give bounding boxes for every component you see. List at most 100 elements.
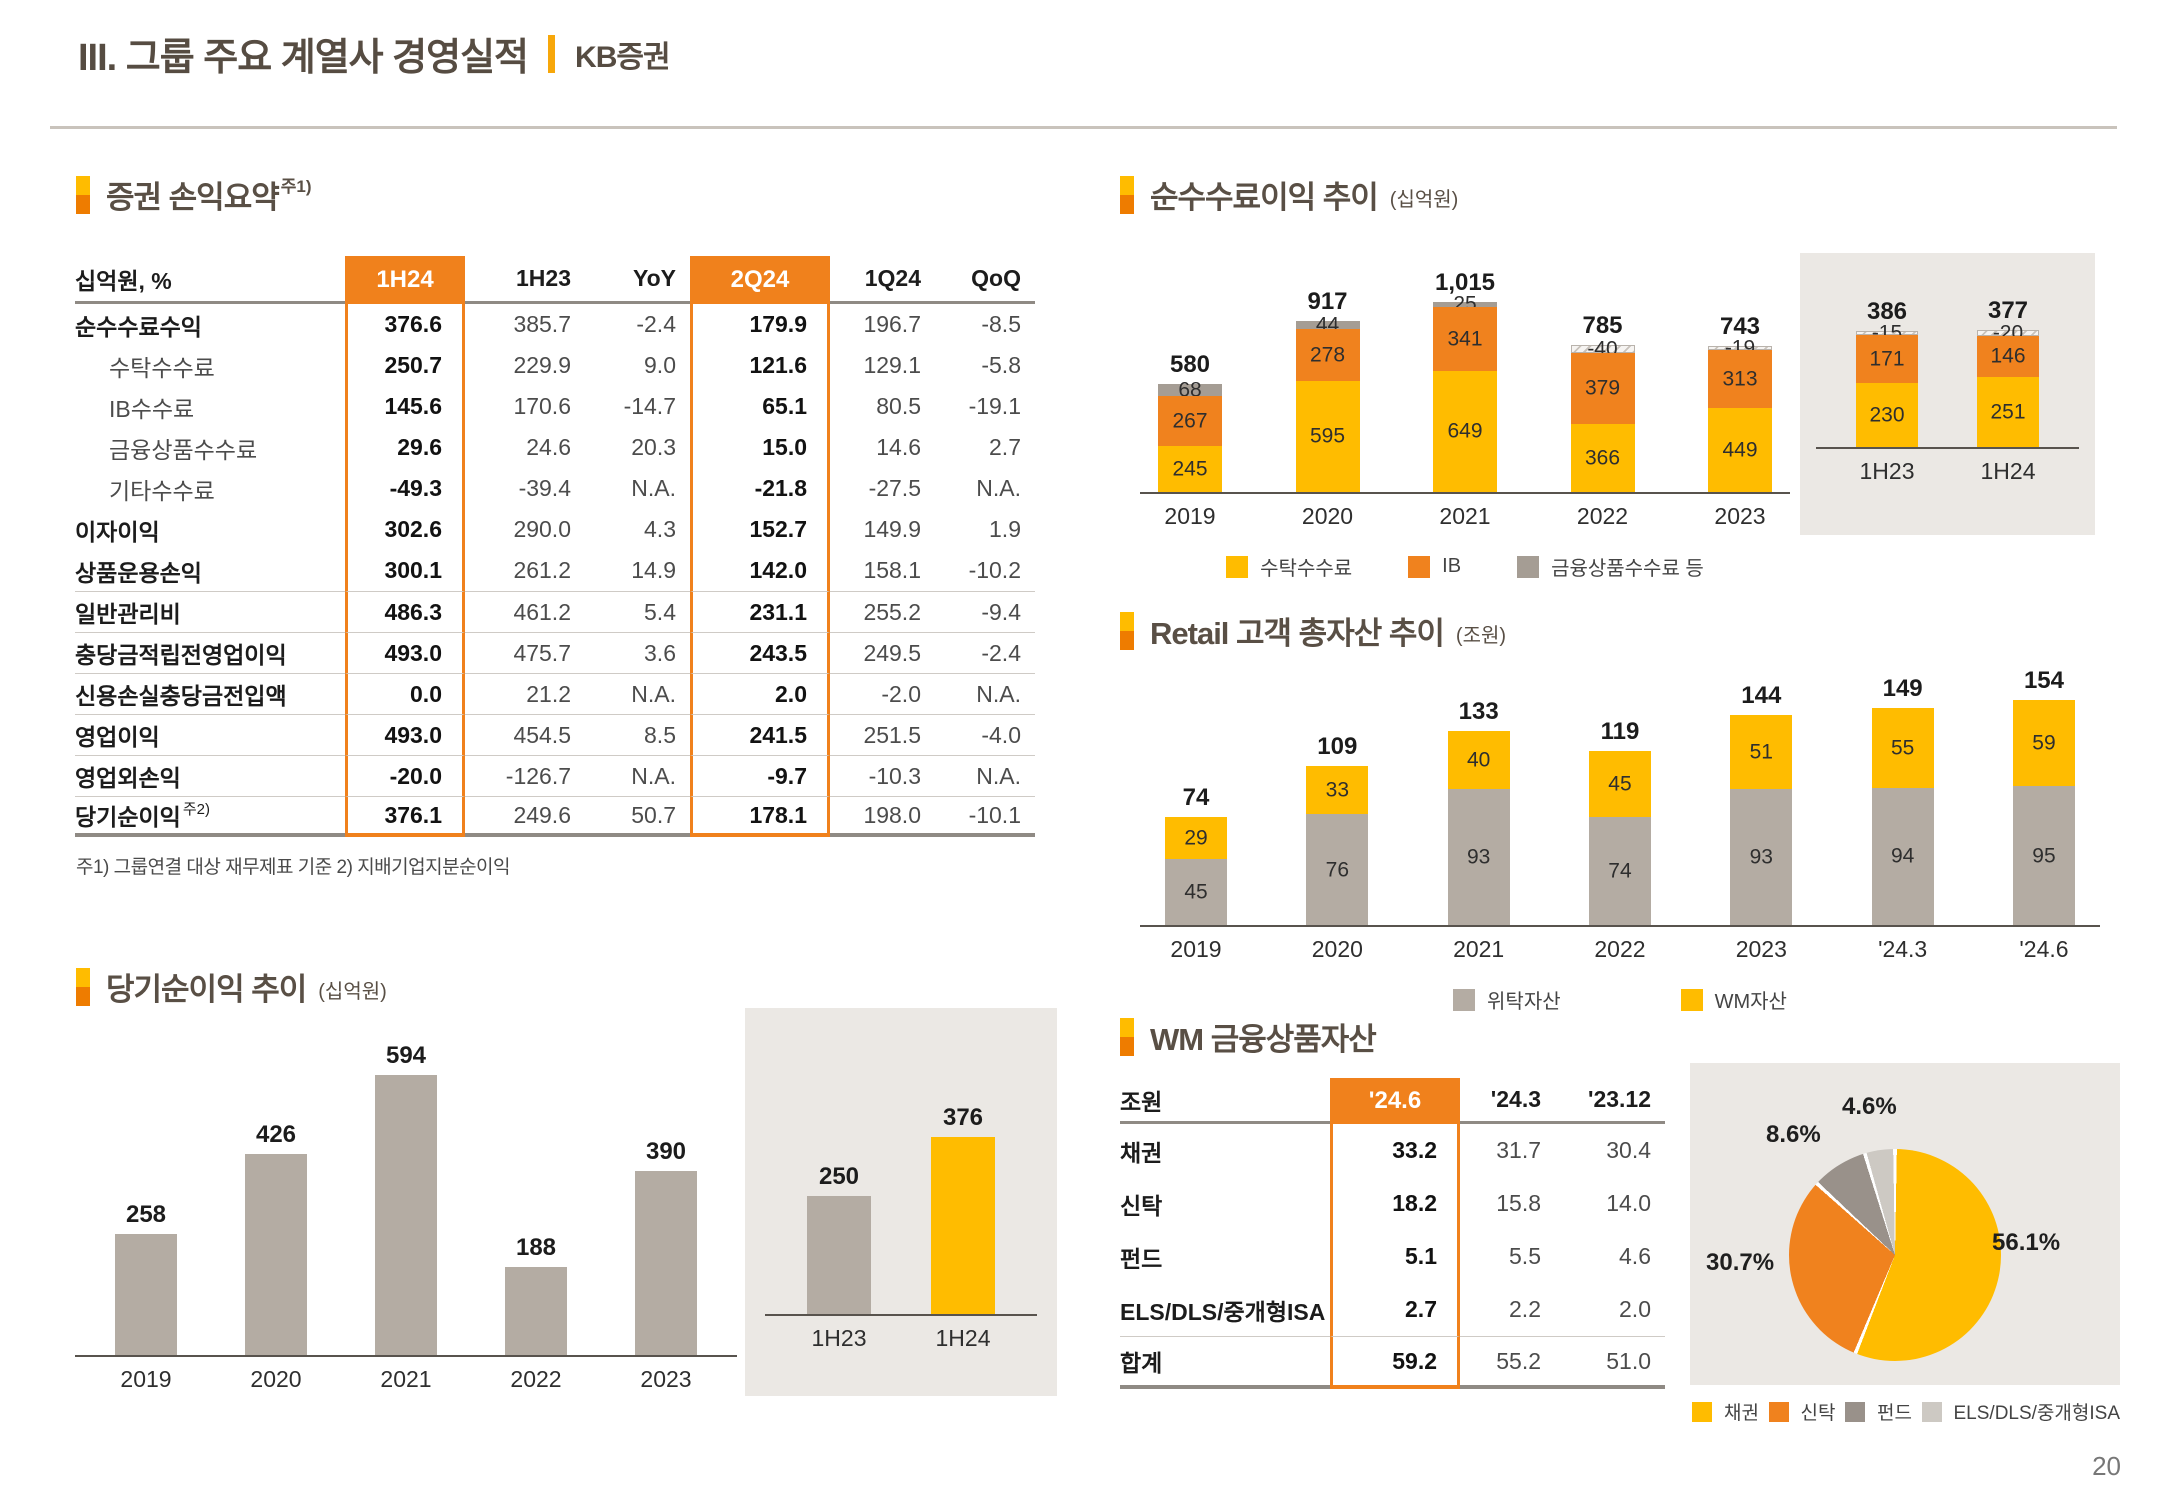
section-net-income-title: 당기순이익 추이 (십억원)	[76, 964, 387, 1009]
section-unit-label: (조원)	[1455, 625, 1507, 647]
table-cell: -19.1	[968, 393, 1021, 419]
table-row: 영업이익 493.0 454.5 8.5 241.5 251.5 -4.0	[75, 714, 1035, 755]
table-cell: 261.2	[513, 557, 571, 583]
net-income-annual-chart: 258 426 594 188 390 2019 2020 2021 2022 2023	[75, 1040, 737, 1393]
table-cell: 149.9	[863, 516, 921, 542]
bar-stack: -40 379 366	[1570, 338, 1635, 492]
row-label: 채권	[1120, 1139, 1163, 1166]
segment-value-label: 45	[1184, 880, 1208, 904]
bar-stack: 51 93	[1730, 714, 1793, 925]
x-axis-label: 2023	[1735, 936, 1787, 962]
bar-segment: 449	[1708, 408, 1772, 492]
section-retail-title: Retail 고객 총자산 추이 (조원)	[1120, 608, 1506, 653]
page-number: 20	[2092, 1451, 2121, 1481]
bar: 376	[931, 1103, 995, 1314]
segment-value-label: 59	[2032, 731, 2056, 755]
table-cell: 229.9	[513, 352, 571, 378]
section-title-footnote-ref: 주1)	[280, 177, 312, 196]
table-cell: N.A.	[935, 755, 1035, 796]
table-cell: -39.4	[518, 475, 571, 501]
row-label: 영업외손익	[75, 755, 345, 796]
table-cell: 29.6	[345, 427, 465, 468]
row-label: 신탁	[1120, 1192, 1163, 1219]
x-axis-label: 2021	[1439, 503, 1491, 529]
bar-segment: 278	[1295, 328, 1360, 381]
net-income-half-chart: 250 376 1H23 1H24	[765, 1059, 1037, 1352]
table-cell: 65.1	[690, 386, 830, 427]
row-label: 순수수료수익	[75, 313, 202, 340]
x-axis-label: 2022	[510, 1366, 562, 1392]
table-cell: 15.0	[690, 427, 830, 468]
bar-value-label: 785	[1582, 312, 1623, 340]
chart-plot: 74 29 45 109 33 76 133 40 93 119 45 74 144 51 93 149 55 9…	[1140, 669, 2100, 927]
table-cell: 152.7	[690, 509, 830, 550]
bar: 119 45 74	[1588, 718, 1651, 925]
bar-value-label: 258	[125, 1200, 167, 1228]
bar-segment: 595	[1295, 380, 1360, 492]
table-cell: 290.0	[513, 516, 571, 542]
table-row: IB수수료 145.6 170.6 -14.7 65.1 80.5 -19.1	[75, 386, 1035, 427]
table-cell: -2.4	[636, 311, 676, 337]
table-cell: 2.7	[1330, 1283, 1460, 1336]
bar: 426	[245, 1123, 307, 1355]
table-col-header: '23.12	[1555, 1078, 1665, 1124]
segment-value-label: 649	[1447, 419, 1483, 443]
bar: 154 59 95	[2012, 669, 2075, 925]
table-col-header: 1H23	[465, 256, 585, 304]
row-label: IB수수료	[109, 395, 195, 422]
table-cell: 179.9	[690, 304, 830, 345]
table-cell: -14.7	[623, 393, 676, 419]
legend-swatch-icon	[1845, 1401, 1865, 1422]
bar-stack: -15 171 230	[1856, 322, 1918, 447]
bar: 188	[505, 1233, 567, 1355]
wm-assets-table: 조원 '24.6'24.3'23.12 채권 33.2 31.7 30.4 신탁 18.2 15…	[1120, 1078, 1665, 1389]
table-cell: 14.0	[1606, 1190, 1651, 1216]
table-cell: -21.8	[690, 468, 830, 509]
table-cell: 142.0	[690, 550, 830, 591]
x-axis-label: 1H24	[935, 1325, 991, 1351]
bar-value-label: 376	[942, 1103, 984, 1131]
legend-item: ELS/DLS/중개형ISA	[1921, 1398, 2120, 1425]
segment-value-label: 74	[1608, 859, 1632, 883]
table-cell: 2.0	[1619, 1296, 1651, 1322]
table-header-row: 십억원, % 1H24 1H23 YoY 2Q24 1Q24 QoQ	[75, 256, 1035, 304]
section-title: 당기순이익 추이	[106, 972, 307, 1007]
legend-label: 수탁수수료	[1260, 558, 1353, 580]
table-unit-label: 십억원, %	[75, 256, 345, 304]
row-label: 이자이익	[75, 518, 160, 545]
bar-segment	[245, 1154, 307, 1355]
legend-label: 신탁	[1800, 1403, 1836, 1424]
bar-value-label: 188	[515, 1233, 557, 1261]
segment-value-label: 267	[1172, 409, 1208, 433]
bar-stack: 25 341 649	[1433, 294, 1497, 492]
table-cell: 14.9	[631, 557, 676, 583]
legend-swatch-icon	[1692, 1401, 1712, 1422]
section-bullet-icon	[76, 967, 90, 1006]
bar: 250	[807, 1165, 871, 1314]
bar: 743 -19 313 449	[1708, 314, 1772, 492]
bar-stack: 45 74	[1588, 751, 1651, 925]
legend-swatch-icon	[1453, 988, 1476, 1011]
table-cell: 385.7	[513, 311, 571, 337]
table-col-header: '24.3	[1460, 1078, 1555, 1124]
bar-stack	[807, 1196, 871, 1314]
table-cell: 145.6	[345, 386, 465, 427]
legend-label: WM자산	[1714, 991, 1787, 1013]
segment-value-label: 76	[1325, 858, 1349, 881]
table-cell: 51.0	[1555, 1336, 1665, 1389]
legend-label: 금융상품수수료 등	[1551, 558, 1704, 580]
bar-value-label: 144	[1741, 681, 1782, 709]
bar-stack: 29 45	[1165, 817, 1227, 925]
bar-value-label: 119	[1600, 718, 1640, 746]
table-cell: 18.2	[1330, 1177, 1460, 1230]
bar: 149 55 94	[1871, 676, 1934, 925]
table-cell: 198.0	[830, 796, 935, 837]
row-label: 펀드	[1120, 1245, 1163, 1272]
bar-segment	[375, 1075, 437, 1355]
table-cell: 249.5	[830, 632, 935, 673]
table-row: 순수수료수익 376.6 385.7 -2.4 179.9 196.7 -8.5	[75, 304, 1035, 345]
bar: 1,015 25 341 649	[1433, 271, 1497, 492]
section-bullet-icon	[1120, 175, 1134, 214]
table-cell: 5.1	[1330, 1230, 1460, 1283]
